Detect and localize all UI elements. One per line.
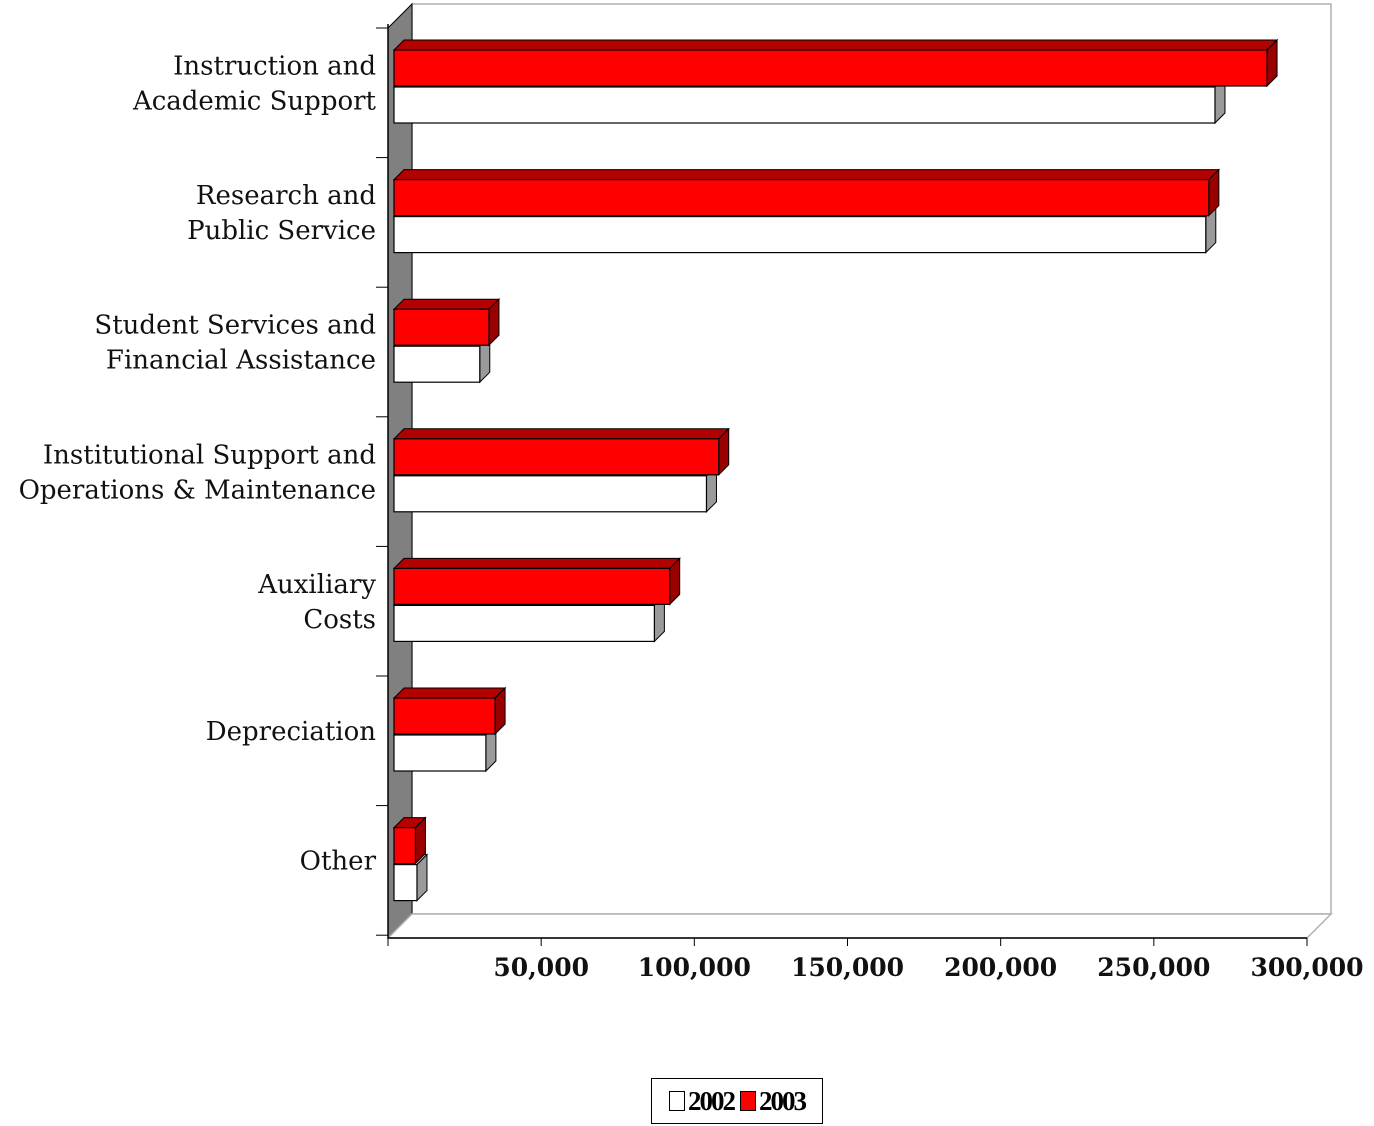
bar-2003 [394,439,719,475]
legend-swatch-2003 [740,1091,756,1111]
category-label: Other [300,847,377,877]
legend-swatch-2002 [669,1091,685,1111]
legend-item-2003: 2003 [740,1086,805,1117]
bar-2003 [394,309,489,345]
category-label: Student Services and [94,311,376,341]
category-label: Financial Assistance [106,346,376,376]
bar-2003 [394,50,1267,86]
bar-2003 [394,180,1209,216]
bar-2002 [394,217,1206,253]
bar-2002 [394,605,654,641]
category-label: Auxiliary [257,570,376,600]
bar-2003-top [394,688,505,698]
bar-2003-top [394,299,499,309]
bar-2003 [394,568,670,604]
legend-label-2003: 2003 [759,1086,805,1117]
bar-2002 [394,476,706,512]
bar-2002 [394,865,417,901]
chart-legend: 2002 2003 [651,1078,823,1124]
bar-2003-top [394,40,1277,50]
category-label: Institutional Support and [43,440,376,470]
bar-2003 [394,698,495,734]
category-label: Depreciation [206,717,376,747]
legend-label-2002: 2002 [688,1086,734,1117]
legend-item-2002: 2002 [669,1086,734,1117]
bar-2002 [394,87,1215,123]
bar-2003-top [394,170,1219,180]
x-tick-label: 200,000 [944,953,1057,982]
category-label: Operations & Maintenance [19,475,376,505]
bar-2002 [394,346,480,382]
bar-2003-top [394,429,729,439]
x-tick-label: 100,000 [638,953,751,982]
plot-floor [388,914,1331,938]
category-label: Costs [303,605,376,635]
bar-2003-top [394,558,680,568]
category-label: Research and [196,181,376,211]
bar-2003 [394,828,415,864]
x-tick-label: 50,000 [493,953,589,982]
bar-2002 [394,735,486,771]
x-tick-label: 300,000 [1250,953,1363,982]
x-tick-label: 250,000 [1097,953,1210,982]
category-label: Public Service [187,216,376,246]
category-label: Instruction and [173,52,376,82]
category-label: Academic Support [132,87,377,117]
x-tick-label: 150,000 [791,953,904,982]
